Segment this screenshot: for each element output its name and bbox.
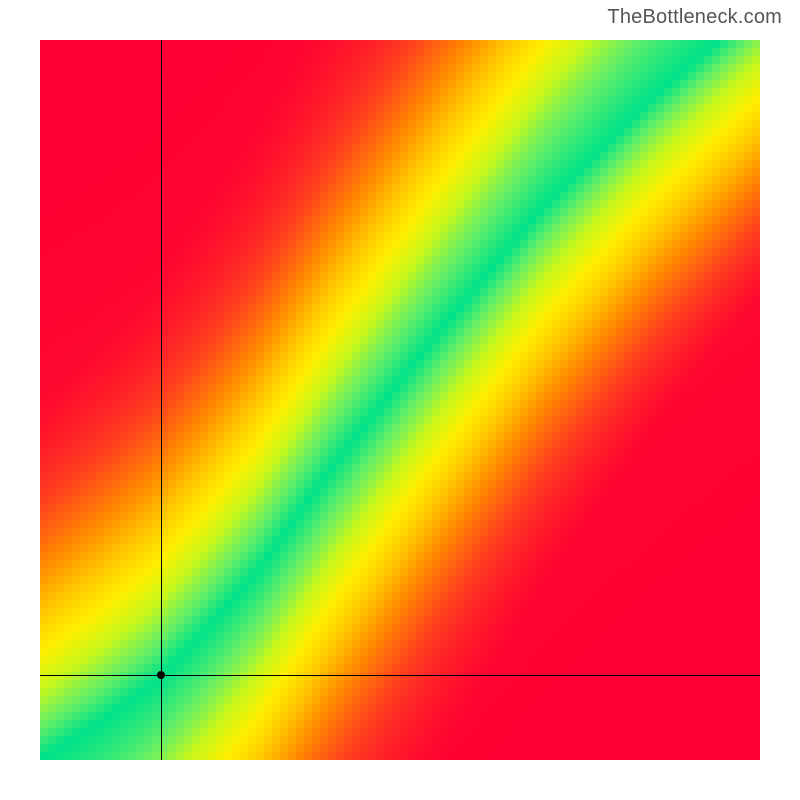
data-point-marker [157, 671, 165, 679]
chart-container: TheBottleneck.com [0, 0, 800, 800]
crosshair-vertical [161, 40, 162, 760]
heatmap-plot [40, 40, 760, 760]
crosshair-horizontal [40, 675, 760, 676]
heatmap-canvas [40, 40, 760, 760]
watermark-text: TheBottleneck.com [607, 6, 782, 29]
